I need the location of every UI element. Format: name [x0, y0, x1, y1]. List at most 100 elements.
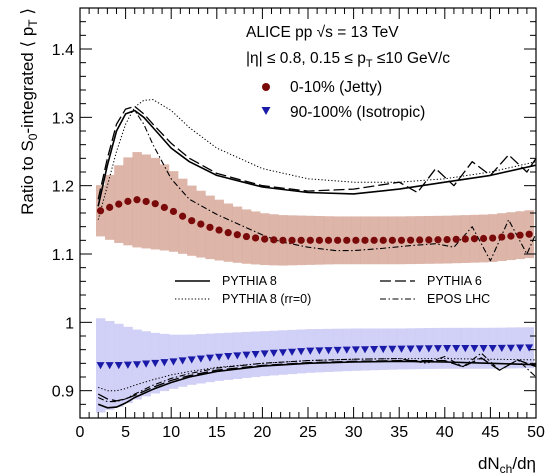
isotropic-point	[351, 346, 360, 354]
x-tick-label: 25	[299, 424, 317, 441]
pythia-8-rr-0-jetty-curve	[97, 99, 536, 220]
x-tick-label: 0	[76, 424, 85, 441]
x-tick-label: 35	[390, 424, 408, 441]
data-series	[96, 196, 534, 370]
pythia-8-iso-curve	[97, 360, 536, 409]
isotropic-point	[333, 346, 342, 355]
isotropic-point	[379, 345, 388, 354]
isotropic-point	[388, 345, 397, 353]
jetty-point	[151, 200, 159, 208]
isotropic-point	[233, 352, 242, 360]
jetty-point	[197, 220, 205, 228]
isotropic-point	[525, 344, 534, 352]
isotropic-point	[324, 347, 333, 355]
isotropic-point	[215, 353, 224, 361]
jetty-point	[224, 229, 232, 237]
isotropic-point	[105, 362, 114, 370]
x-tick-label: 50	[527, 424, 545, 441]
isotropic-point	[278, 349, 287, 357]
isotropic-point	[151, 359, 160, 368]
x-tick-label: 20	[254, 424, 272, 441]
isotropic-point	[160, 359, 169, 367]
jetty-point	[343, 236, 351, 244]
model-curves	[97, 99, 536, 409]
isotropic-point	[178, 357, 187, 365]
jetty-point	[397, 236, 406, 244]
annotation-line2: |η| ≤ 0.8, 0.15 ≤ pT ≤10 GeV/c	[246, 50, 450, 70]
isotropic-point	[187, 356, 196, 364]
legend-pythia6-label: PYTHIA 6	[427, 274, 482, 288]
isotropic-point	[433, 345, 442, 353]
isotropic-point	[269, 349, 278, 357]
x-tick-label: 30	[345, 424, 363, 441]
legend-epos-label: EPOS LHC	[427, 292, 490, 306]
x-tick-label: 40	[436, 424, 454, 441]
jetty-point	[179, 212, 187, 220]
jetty-point	[242, 232, 251, 241]
isotropic-point	[242, 351, 251, 359]
jetty-point	[215, 226, 223, 234]
jetty-point	[324, 236, 333, 244]
jetty-point	[115, 200, 123, 208]
pythia-6-iso-curve	[97, 357, 536, 402]
jetty-point	[288, 236, 296, 244]
isotropic-point	[488, 344, 497, 353]
y-tick-label: 1	[65, 315, 74, 332]
annotation-line1: ALICE pp √s = 13 TeV	[246, 24, 399, 41]
legend-pythia8rr-label: PYTHIA 8 (rr=0)	[222, 292, 311, 306]
isotropic-point	[506, 344, 515, 352]
y-axis-label: Ratio to S0-integrated ⟨ pT ⟩	[18, 8, 40, 215]
y-tick-label: 1.3	[52, 110, 74, 127]
jetty-point	[479, 234, 488, 243]
x-tick-label: 45	[482, 424, 500, 441]
jetty-point	[470, 235, 479, 243]
jetty-point	[206, 223, 214, 231]
y-tick-label: 1.1	[52, 247, 74, 264]
isotropic-point	[342, 346, 351, 354]
isotropic-point	[443, 345, 452, 353]
jetty-point	[525, 230, 533, 238]
isotropic-point	[133, 361, 141, 369]
jetty-point	[306, 236, 314, 244]
jetty-point	[188, 217, 196, 225]
jetty-point	[270, 236, 278, 244]
isotropic-point	[306, 347, 315, 355]
y-tick-label: 1.4	[52, 42, 74, 59]
isotropic-point	[288, 348, 297, 356]
isotropic-point	[452, 345, 461, 353]
pythia-8-rr-0-iso-curve	[98, 358, 536, 392]
annotation-line2-main: |η| ≤ 0.8, 0.15 ≤ p	[246, 50, 366, 67]
isotropic-point	[114, 361, 123, 370]
jetty-point	[334, 236, 342, 244]
annotation-line2-tail: ≤10 GeV/c	[373, 50, 451, 67]
isotropic-point	[370, 346, 379, 354]
isotropic-point	[96, 362, 105, 370]
y-tick-label: 1.2	[52, 179, 74, 196]
legend-jetty-label: 0-10% (Jetty)	[290, 79, 382, 96]
isotropic-point	[361, 346, 369, 354]
isotropic-point	[142, 360, 151, 368]
isotropic-point	[415, 345, 424, 353]
jetty-point	[498, 233, 506, 241]
isotropic-point	[169, 358, 178, 366]
jetty-point	[516, 231, 524, 239]
jetty-point	[361, 236, 369, 244]
isotropic-point	[461, 345, 470, 353]
isotropic-point	[516, 344, 525, 352]
jetty-point	[434, 236, 442, 244]
isotropic-point	[251, 350, 260, 359]
jetty-point	[133, 196, 141, 204]
jetty-point	[461, 235, 469, 243]
isotropic-point	[196, 355, 205, 363]
isotropic-point	[397, 345, 406, 353]
isotropic-point	[470, 345, 479, 353]
legend-pythia8-label: PYTHIA 8	[222, 274, 277, 288]
jetty-point	[388, 236, 396, 244]
jetty-point	[425, 236, 433, 244]
pythia-6-jetty-curve	[97, 105, 536, 200]
isotropic-point	[297, 348, 306, 356]
x-tick-label: 10	[162, 424, 180, 441]
legend-isotropic-marker	[261, 107, 271, 115]
isotropic-point	[123, 361, 132, 369]
